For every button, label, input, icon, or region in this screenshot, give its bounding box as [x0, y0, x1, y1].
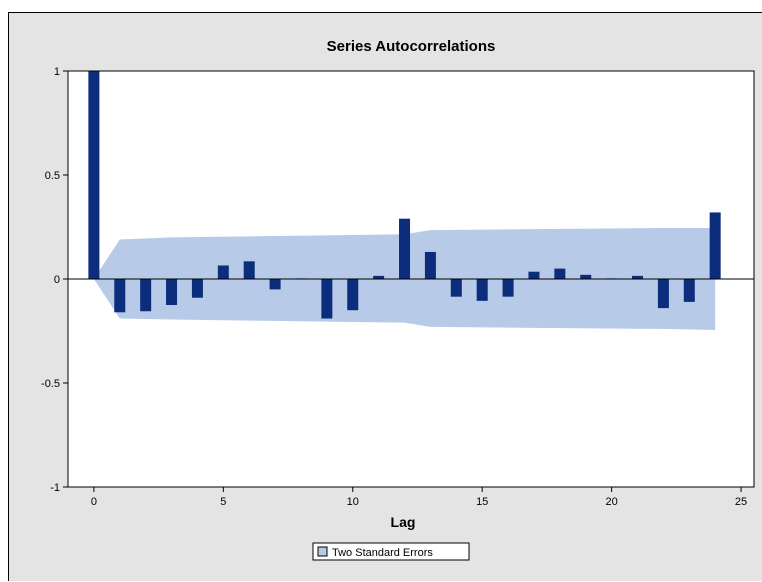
- x-axis-title: Lag: [391, 514, 416, 530]
- bar-layer: [88, 71, 721, 319]
- y-axis: 1 0.5 0 -0.5 -1: [41, 66, 68, 494]
- bar-lag-5: [217, 265, 229, 279]
- bar-lag-13: [424, 251, 436, 279]
- bar-lag-16: [502, 279, 514, 297]
- legend-label: Two Standard Errors: [332, 547, 433, 559]
- chart-svg: Series Autocorrelations 1 0.5 0 -0.5 -1 0 5 10…: [41, 38, 755, 561]
- bar-lag-23: [683, 279, 695, 302]
- y-tick-label: 1: [54, 66, 60, 78]
- x-tick-label: 20: [605, 496, 617, 508]
- bar-lag-11: [373, 275, 385, 279]
- x-tick-label: 25: [735, 496, 747, 508]
- y-tick-label: 0: [54, 274, 60, 286]
- bar-lag-4: [191, 279, 203, 298]
- bar-lag-17: [528, 271, 540, 279]
- bar-lag-21: [632, 275, 644, 279]
- bar-lag-1: [114, 279, 126, 313]
- bar-lag-7: [269, 279, 281, 290]
- y-tick-label: 0.5: [45, 170, 60, 182]
- bar-lag-3: [166, 279, 178, 305]
- chart-frame: Series Autocorrelations 1 0.5 0 -0.5 -1 0 5 10…: [8, 12, 762, 581]
- bar-lag-0: [88, 71, 100, 279]
- bar-lag-10: [347, 279, 359, 311]
- bar-lag-6: [243, 261, 255, 279]
- chart-title: Series Autocorrelations: [327, 38, 496, 55]
- legend-box: [312, 542, 470, 561]
- bar-lag-24: [709, 212, 721, 279]
- x-tick-label: 0: [91, 496, 97, 508]
- bar-lag-12: [399, 218, 411, 279]
- x-axis: 0 5 10 15 20 25: [91, 487, 747, 508]
- y-tick-label: -1: [50, 482, 60, 494]
- bar-lag-19: [580, 274, 592, 279]
- x-tick-label: 5: [220, 496, 226, 508]
- legend: Two Standard Errors: [312, 542, 470, 561]
- y-tick-label: -0.5: [41, 378, 60, 390]
- x-tick-label: 15: [476, 496, 488, 508]
- legend-swatch: [317, 546, 328, 557]
- bar-lag-15: [476, 279, 488, 301]
- bar-lag-14: [450, 279, 462, 297]
- bar-lag-2: [140, 279, 152, 312]
- bar-lag-18: [554, 268, 566, 279]
- bar-lag-9: [321, 279, 333, 319]
- bar-lag-22: [657, 279, 669, 309]
- x-tick-label: 10: [347, 496, 359, 508]
